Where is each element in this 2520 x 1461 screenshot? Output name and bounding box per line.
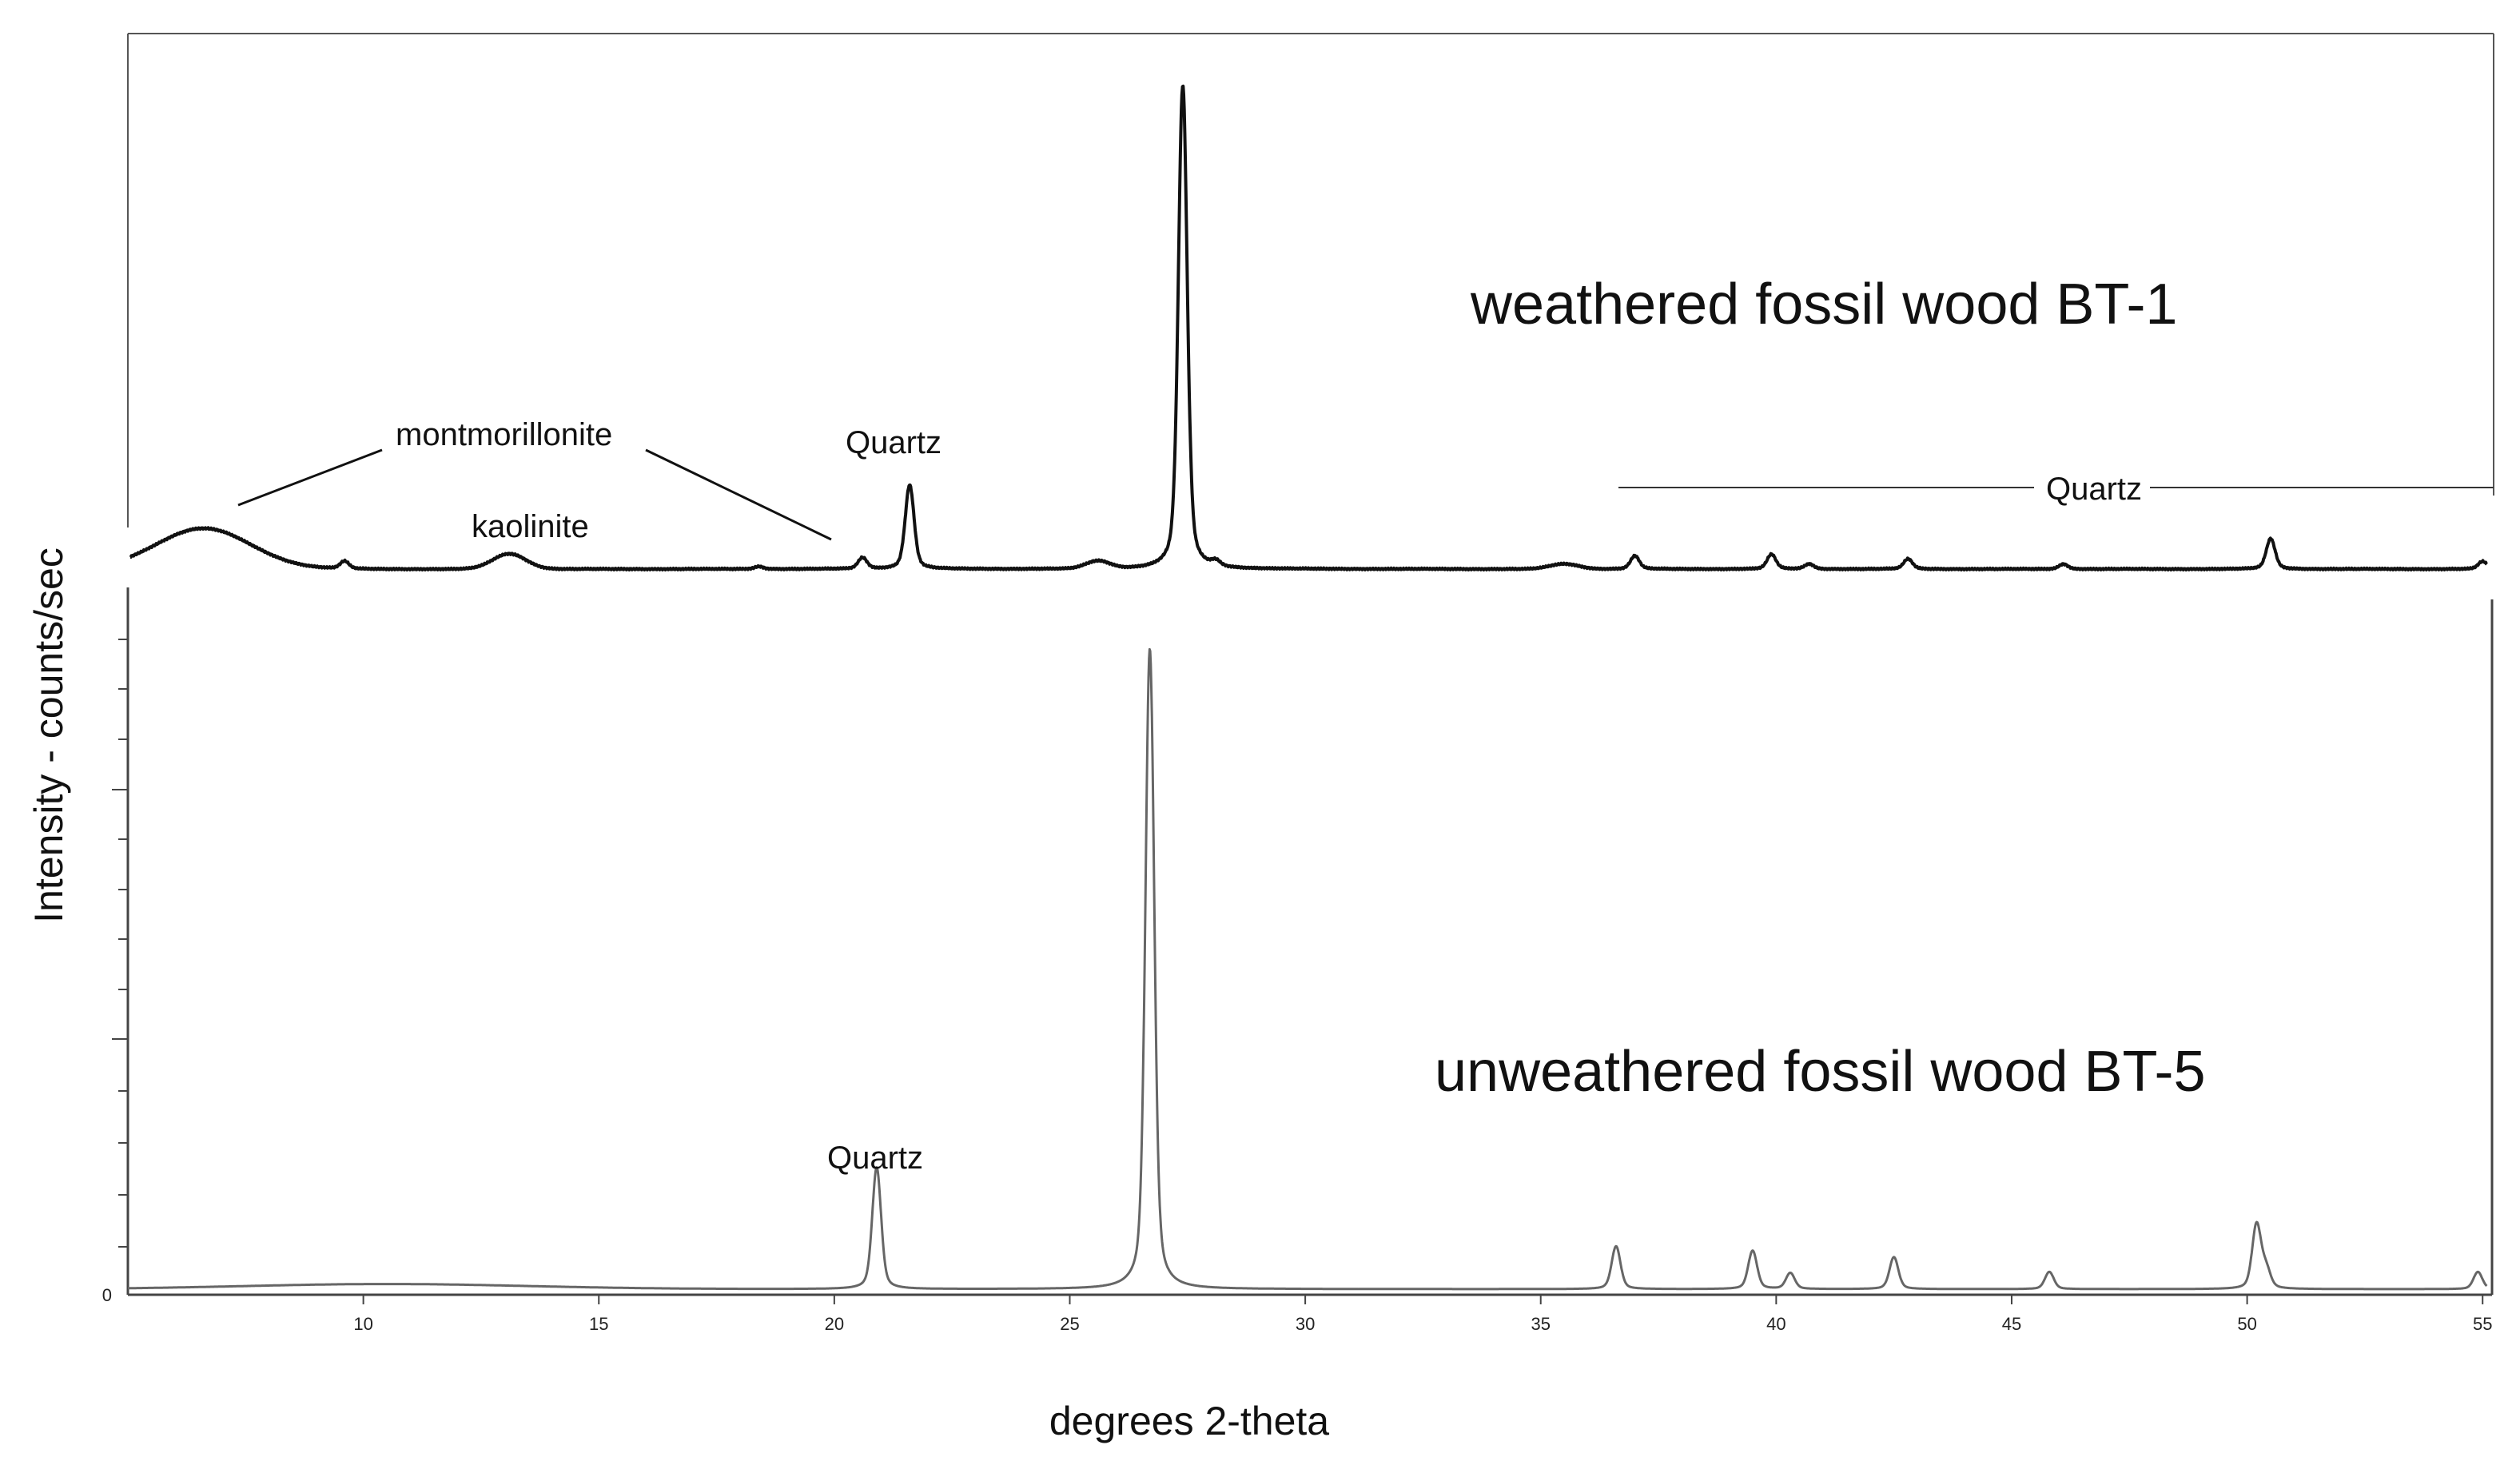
bt5-pattern-line [127, 647, 2488, 1291]
x-tick-label: 30 [1296, 1314, 1315, 1334]
x-tick-label: 55 [2473, 1314, 2492, 1334]
x-tick-label: 20 [825, 1314, 844, 1334]
x-tick-label: 15 [589, 1314, 608, 1334]
y-tick-label-zero: 0 [102, 1285, 112, 1305]
quartz-label-bt5: Quartz [827, 1141, 923, 1176]
x-axis-title: degrees 2-theta [1049, 1399, 1329, 1443]
montmorillonite-leader-right [645, 448, 832, 541]
montmorillonite-label: montmorillonite [396, 417, 612, 452]
x-tick-label: 10 [353, 1314, 372, 1334]
bt1-series-label: weathered fossil wood BT-1 [1470, 273, 2177, 336]
x-tick-label: 40 [1766, 1314, 1785, 1334]
quartz-label-bt1: Quartz [846, 425, 942, 460]
bt1-pattern-line [129, 84, 2488, 571]
x-tick-label: 50 [2237, 1314, 2256, 1334]
kaolinite-label: kaolinite [472, 509, 589, 544]
bt5-series-label: unweathered fossil wood BT-5 [1435, 1040, 2206, 1104]
x-tick-label: 25 [1060, 1314, 1079, 1334]
quartz-range-label: Quartz [2046, 472, 2142, 507]
x-tick-label: 45 [2002, 1314, 2021, 1334]
x-tick-label: 35 [1531, 1314, 1550, 1334]
montmorillonite-leader-left [237, 448, 383, 507]
x-axis-ticks: 10 15 20 25 30 35 40 45 50 55 [353, 1295, 2492, 1334]
y-axis-ticks [112, 639, 128, 1248]
y-axis-title: Intensity - counts/sec [26, 547, 71, 923]
